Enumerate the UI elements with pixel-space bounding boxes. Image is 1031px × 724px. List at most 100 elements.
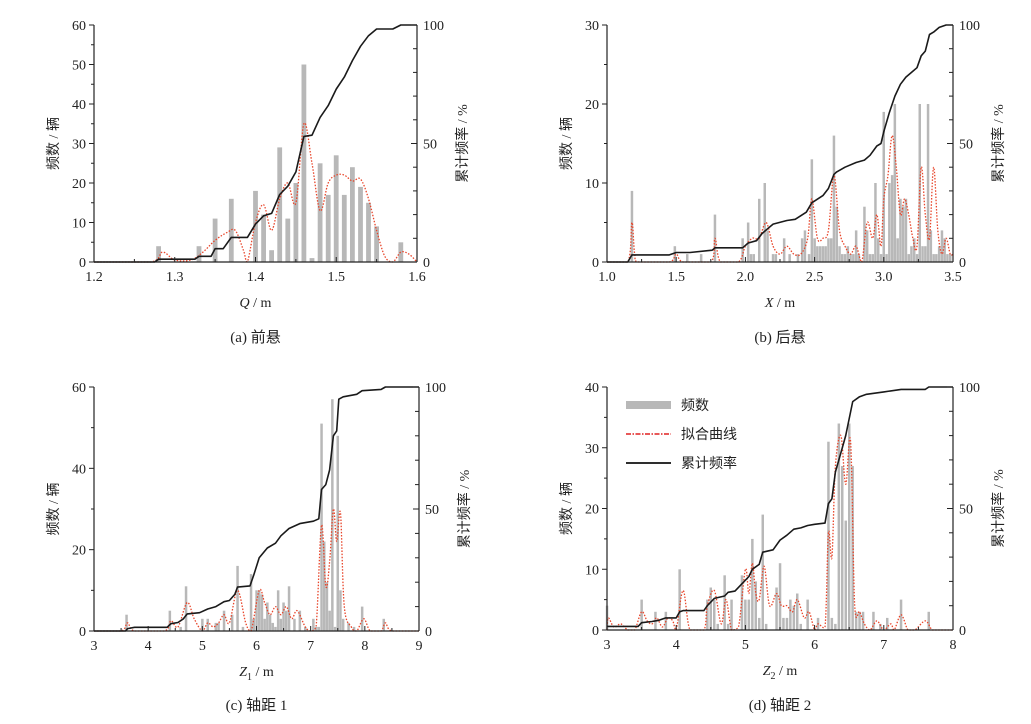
bar <box>382 618 385 631</box>
bar <box>782 617 785 630</box>
y2-axis-label: 累计频率 / % <box>456 469 473 548</box>
bar <box>230 614 234 631</box>
bar <box>341 194 347 262</box>
bar <box>821 246 825 262</box>
bar <box>844 520 847 630</box>
y-tick-label: 20 <box>585 503 599 518</box>
bar <box>792 605 796 630</box>
bar <box>843 254 847 262</box>
bar <box>841 254 844 262</box>
bar <box>830 238 833 262</box>
y2-tick-label: 100 <box>959 19 980 34</box>
y-tick-label: 40 <box>72 98 86 113</box>
y2-tick-label: 100 <box>959 381 980 396</box>
x-tick-label: 2.0 <box>737 270 755 285</box>
x-tick-label: 7 <box>307 639 314 654</box>
bar <box>726 623 730 630</box>
bar <box>201 618 204 631</box>
x-tick-label: 2.5 <box>806 270 824 285</box>
bar <box>872 611 875 630</box>
bar <box>255 590 258 631</box>
y2-axis-label: 累计频率 / % <box>990 104 1007 183</box>
cumulative-line <box>94 24 417 263</box>
x-tick-label: 8 <box>361 639 368 654</box>
x-tick-label: 3 <box>604 638 611 653</box>
bar <box>813 238 816 262</box>
bar <box>832 135 836 262</box>
y-axis-label: 频数 / 辆 <box>46 117 62 170</box>
chart-caption: (a) 前悬 <box>230 329 280 346</box>
y-tick-label: 60 <box>72 19 86 34</box>
bar <box>910 246 913 262</box>
bar <box>758 198 761 262</box>
y2-tick-label: 50 <box>959 138 973 153</box>
bar <box>341 618 345 631</box>
bar <box>858 611 861 630</box>
bar <box>744 599 747 630</box>
x-tick-label: 5 <box>199 639 206 654</box>
bar <box>360 606 364 631</box>
bar <box>730 599 733 630</box>
bar <box>271 622 274 631</box>
chart-caption: (c) 轴距 1 <box>226 697 288 714</box>
bar <box>347 622 350 631</box>
bar <box>301 64 307 262</box>
bar <box>807 254 811 262</box>
x-axis-label: Q / m <box>240 296 272 311</box>
bar <box>268 614 272 631</box>
x-tick-label: 3.5 <box>944 270 962 285</box>
bar <box>752 254 755 262</box>
y-tick-label: 10 <box>72 217 86 232</box>
x-tick-label: 1.5 <box>667 270 685 285</box>
bar <box>317 626 320 631</box>
bar <box>937 246 941 262</box>
bar <box>309 258 315 262</box>
bar <box>803 230 807 262</box>
bar <box>946 254 949 262</box>
legend-item: 频数 <box>626 398 709 414</box>
bar <box>366 202 371 263</box>
x-tick-label: 6 <box>253 639 260 654</box>
bar <box>841 466 844 630</box>
bar <box>838 246 841 262</box>
bar <box>949 254 952 262</box>
bar <box>673 246 677 262</box>
bar <box>775 587 778 630</box>
bar <box>314 626 318 631</box>
bar <box>921 246 924 262</box>
y-tick-label: 20 <box>585 98 599 113</box>
bar <box>848 423 851 630</box>
bar <box>849 254 852 262</box>
y-tick-label: 60 <box>72 381 86 396</box>
y2-tick-label: 50 <box>423 138 437 153</box>
bar <box>640 599 643 630</box>
bar <box>863 206 866 262</box>
y-tick-label: 40 <box>585 381 599 396</box>
chart-b: 1.0 1.5 2.0 2.5 3.0 3.50102030050100频数 / 辆累计频… <box>559 19 1007 346</box>
bar <box>935 254 938 262</box>
y-tick-label: 30 <box>585 19 599 34</box>
bar <box>266 602 269 631</box>
bar <box>212 218 218 262</box>
bar <box>740 575 744 630</box>
bar <box>882 111 885 263</box>
bar <box>932 254 935 262</box>
bar <box>827 238 830 262</box>
chart-caption: (b) 后悬 <box>754 329 805 346</box>
bar <box>868 254 872 262</box>
bar <box>771 254 775 262</box>
x-tick-label: 9 <box>416 639 423 654</box>
bar <box>761 514 764 630</box>
fit-curve-line <box>93 508 419 632</box>
bar <box>260 594 264 631</box>
bar <box>751 538 754 630</box>
y-tick-label: 50 <box>72 59 86 74</box>
bar <box>800 238 804 262</box>
bar <box>261 214 266 262</box>
legend-item: 拟合曲线 <box>626 427 737 443</box>
bar <box>907 254 910 262</box>
bar <box>749 254 753 262</box>
bar <box>686 254 689 262</box>
y2-tick-label: 0 <box>959 256 966 271</box>
